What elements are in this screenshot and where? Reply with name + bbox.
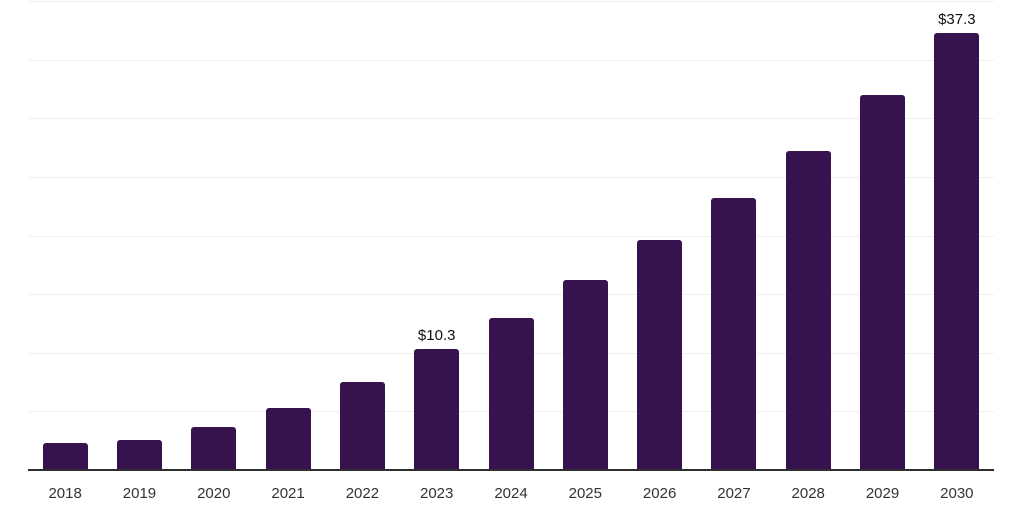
data-label-2030: $37.3 — [938, 11, 976, 28]
x-tick-label-2022: 2022 — [345, 485, 380, 502]
bar-2029 — [860, 95, 906, 470]
gridline — [28, 176, 994, 178]
x-tick-label-2023: 2023 — [420, 485, 454, 502]
bar-2025 — [562, 280, 608, 470]
x-tick-label-2020: 2020 — [197, 485, 231, 502]
gridline — [28, 235, 994, 237]
bar-2020 — [191, 427, 237, 470]
x-tick-label-2021: 2021 — [271, 485, 305, 502]
x-tick-label-2029: 2029 — [865, 485, 900, 502]
x-tick-label-2030: 2030 — [940, 485, 974, 502]
bar-2023 — [414, 349, 460, 470]
bar-2028 — [785, 151, 831, 470]
gridline — [28, 59, 994, 61]
x-tick-label-2024: 2024 — [494, 485, 528, 502]
bar-2027 — [711, 198, 757, 470]
x-tick-label-2027: 2027 — [717, 485, 751, 502]
bar-2024 — [488, 318, 534, 470]
gridline — [28, 1, 994, 2]
x-axis-line — [28, 469, 994, 471]
x-tick-label-2026: 2026 — [642, 485, 677, 502]
x-tick-label-2019: 2019 — [122, 485, 157, 502]
x-tick-label-2018: 2018 — [48, 485, 82, 502]
bar-2019 — [116, 440, 162, 470]
data-label-2023: $10.3 — [417, 327, 456, 344]
bar-2018 — [42, 443, 88, 470]
bar-2021 — [265, 408, 311, 470]
gridline — [28, 294, 994, 296]
bar-2030 — [934, 33, 980, 470]
bar-2022 — [339, 382, 385, 470]
gridline — [28, 118, 994, 120]
x-tick-label-2025: 2025 — [568, 485, 602, 502]
x-tick-label-2028: 2028 — [791, 485, 825, 502]
bar-2026 — [637, 240, 683, 470]
